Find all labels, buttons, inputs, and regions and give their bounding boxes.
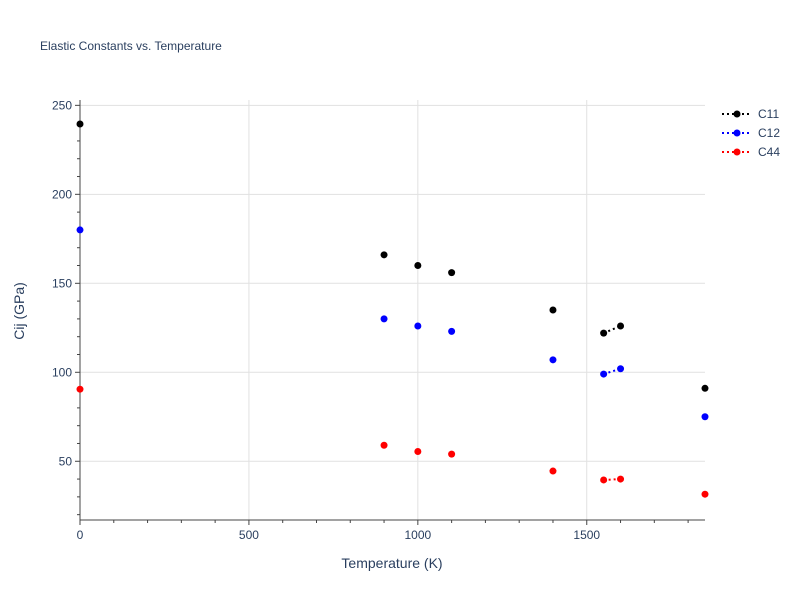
data-point-c11[interactable] bbox=[448, 269, 456, 277]
data-point-c44[interactable] bbox=[549, 467, 557, 475]
data-point-c11[interactable] bbox=[76, 120, 84, 128]
x-tick-label: 1000 bbox=[404, 528, 431, 542]
legend-marker-c44 bbox=[733, 148, 741, 156]
series-c12 bbox=[76, 226, 709, 421]
data-point-c11[interactable] bbox=[701, 384, 709, 392]
grid-lines bbox=[80, 100, 705, 520]
x-tick-label: 1500 bbox=[573, 528, 600, 542]
legend-label-c12: C12 bbox=[758, 126, 780, 140]
series-c11 bbox=[76, 120, 709, 392]
data-point-c44[interactable] bbox=[448, 450, 456, 458]
legend-item-c12[interactable]: C12 bbox=[722, 126, 780, 140]
data-point-c12[interactable] bbox=[380, 315, 388, 323]
legend-marker-c11 bbox=[733, 110, 741, 118]
x-axis-title: Temperature (K) bbox=[341, 555, 442, 571]
legend-label-c44: C44 bbox=[758, 145, 780, 159]
axes: 0 500 1000 1500 50 100 150 200 250 bbox=[52, 98, 705, 542]
data-point-c12[interactable] bbox=[76, 226, 84, 234]
data-point-c12[interactable] bbox=[414, 322, 422, 330]
data-point-c44[interactable] bbox=[600, 476, 608, 484]
legend-item-c11[interactable]: C11 bbox=[722, 107, 779, 121]
y-tick-label: 200 bbox=[52, 187, 72, 201]
data-point-c12[interactable] bbox=[600, 370, 608, 378]
data-point-c12[interactable] bbox=[617, 365, 625, 373]
legend-item-c44[interactable]: C44 bbox=[722, 145, 780, 159]
data-point-c12[interactable] bbox=[549, 356, 557, 364]
data-point-c11[interactable] bbox=[380, 251, 388, 259]
data-point-c11[interactable] bbox=[600, 329, 608, 337]
legend-label-c11: C11 bbox=[758, 107, 779, 121]
chart-title: Elastic Constants vs. Temperature bbox=[40, 39, 222, 53]
legend-marker-c12 bbox=[733, 129, 741, 137]
y-tick-label: 50 bbox=[59, 454, 73, 468]
data-point-c12[interactable] bbox=[448, 327, 456, 335]
data-point-c11[interactable] bbox=[549, 306, 557, 314]
data-point-c44[interactable] bbox=[380, 441, 388, 449]
x-tick-label: 0 bbox=[77, 528, 84, 542]
y-tick-label: 100 bbox=[52, 365, 72, 379]
data-point-c11[interactable] bbox=[617, 322, 625, 330]
y-tick-label: 150 bbox=[52, 276, 72, 290]
data-point-c44[interactable] bbox=[76, 385, 84, 393]
y-tick-label: 250 bbox=[52, 98, 72, 112]
x-tick-label: 500 bbox=[239, 528, 259, 542]
data-point-c12[interactable] bbox=[701, 413, 709, 421]
data-point-c11[interactable] bbox=[414, 262, 422, 270]
y-axis-title: Cij (GPa) bbox=[11, 282, 27, 340]
data-point-c44[interactable] bbox=[414, 447, 422, 455]
legend[interactable]: C11 C12 C44 bbox=[722, 107, 780, 159]
data-point-c44[interactable] bbox=[617, 475, 625, 483]
data-point-c44[interactable] bbox=[701, 490, 709, 498]
series-c44 bbox=[76, 385, 709, 498]
plot-area bbox=[76, 120, 709, 498]
